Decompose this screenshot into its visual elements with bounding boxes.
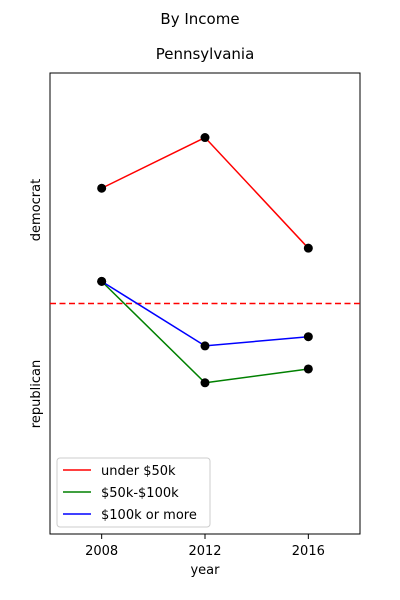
data-point [200,341,210,351]
y-label-lower: republican [29,360,44,428]
x-axis-label: year [190,563,220,578]
series-2 [97,276,313,351]
series-line [101,280,309,347]
x-tick-label: 2008 [85,544,118,559]
chart-suptitle: By Income [160,10,239,28]
x-tick-label: 2016 [292,544,325,559]
data-point [303,332,313,342]
series-0 [97,133,313,253]
legend-label: under $50k [101,464,176,479]
legend-label: $50k-$100k [101,486,179,501]
series-line [101,136,309,249]
x-axis-ticks: 2008 2012 2016 [85,534,325,559]
y-label-upper: democrat [29,179,44,241]
data-point [97,183,107,193]
data-point [303,243,313,253]
x-tick-label: 2012 [188,544,221,559]
data-point [303,364,313,374]
series-line [101,280,309,384]
series-1 [97,276,313,388]
legend: under $50k $50k-$100k $100k or more [56,457,211,528]
chart-title: Pennsylvania [156,45,255,63]
data-point [200,133,210,143]
legend-box [56,457,211,528]
series-group [97,133,313,388]
data-point [97,276,107,286]
data-point [200,378,210,388]
legend-label: $100k or more [101,508,197,523]
